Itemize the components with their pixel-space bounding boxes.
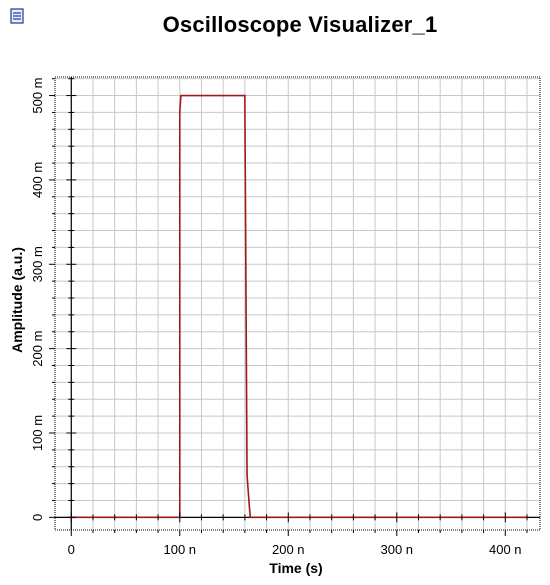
document-icon[interactable] — [10, 8, 24, 24]
y-tick-label: 300 m — [30, 246, 45, 282]
chart-title: Oscilloscope Visualizer_1 — [162, 12, 438, 37]
grid — [55, 77, 540, 530]
trace-layer — [71, 94, 527, 519]
plot-frame-border — [54, 76, 541, 531]
y-tick-label: 200 m — [30, 331, 45, 367]
x-tick-label: 400 n — [489, 542, 522, 557]
y-tick-label: 100 m — [30, 415, 45, 451]
signal-trace — [71, 94, 527, 519]
y-tick-label: 500 m — [30, 77, 45, 113]
y-tick-label: 0 — [30, 514, 45, 521]
x-tick-label: 0 — [68, 542, 75, 557]
tick-marks — [49, 78, 528, 536]
tick-labels: 0 100 n 200 n 300 n 400 n 0 100 m 200 m 300 m 400… — [30, 77, 522, 557]
x-tick-label: 200 n — [272, 542, 305, 557]
x-axis-title: Time (s) — [269, 560, 322, 576]
plot-frame — [54, 76, 541, 531]
x-tick-label: 300 n — [381, 542, 414, 557]
y-axis-title: Amplitude (a.u.) — [9, 247, 25, 353]
y-tick-label: 400 m — [30, 162, 45, 198]
x-tick-label: 100 n — [164, 542, 197, 557]
zero-lines — [55, 77, 540, 530]
